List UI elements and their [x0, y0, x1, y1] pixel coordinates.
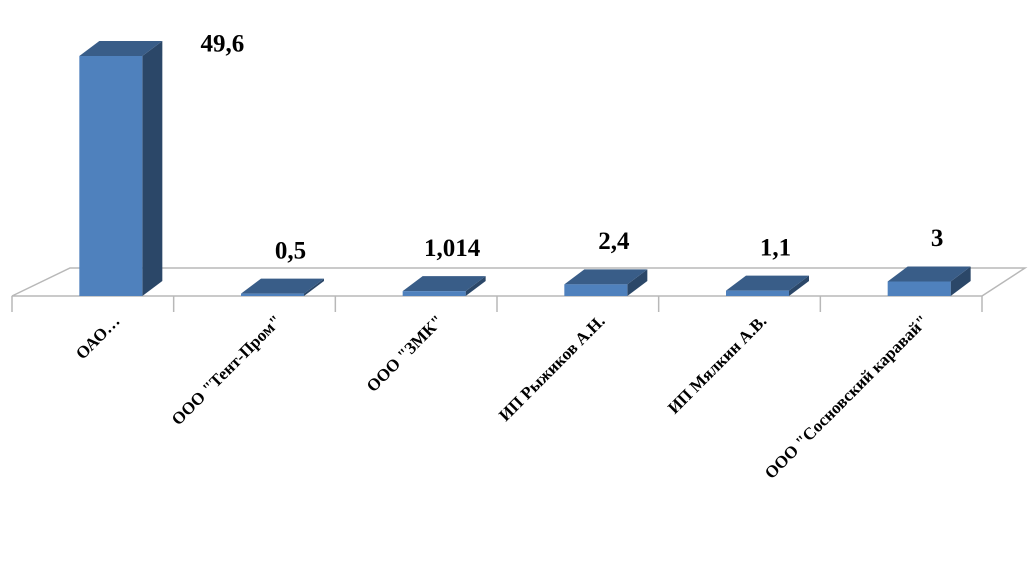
bar [564, 269, 648, 296]
category-label: ИП Рыжиков А.Н. [495, 311, 609, 425]
value-label: 49,6 [200, 31, 244, 58]
bar-top [564, 269, 648, 285]
bar [726, 275, 809, 296]
category-label: ООО "Тент-Пром" [168, 311, 286, 429]
value-label: 3 [931, 225, 944, 252]
bar [79, 41, 163, 296]
bar-top [726, 275, 809, 291]
bar-front [887, 281, 951, 296]
bar-side [950, 266, 971, 296]
bar-side [142, 41, 163, 296]
value-label: 1,014 [424, 235, 481, 262]
bar-top [79, 41, 163, 56]
category-label: ООО "ЗМК" [363, 311, 447, 395]
bar-front [726, 290, 789, 296]
bar-front [79, 56, 143, 296]
bar [887, 266, 971, 296]
floor [11, 267, 1028, 297]
bar-front [241, 293, 304, 296]
bar-front [402, 291, 466, 296]
bar-side [304, 278, 324, 296]
bar-side [789, 275, 809, 296]
bar-side [465, 276, 486, 296]
value-label: 0,5 [275, 237, 306, 264]
category-label: ООО "Сосновский каравай" [761, 311, 932, 482]
bar-top [402, 276, 486, 292]
category-label: ОАО… [72, 311, 124, 363]
bar [241, 278, 324, 296]
value-label: 1,1 [760, 234, 791, 261]
value-label: 2,4 [598, 228, 630, 255]
bar-front [564, 284, 628, 296]
bar-top [241, 278, 324, 294]
category-label: ИП Мялкин А.В. [664, 311, 770, 417]
bar-side [627, 269, 648, 296]
bar-top [887, 266, 971, 282]
bar [402, 276, 486, 296]
